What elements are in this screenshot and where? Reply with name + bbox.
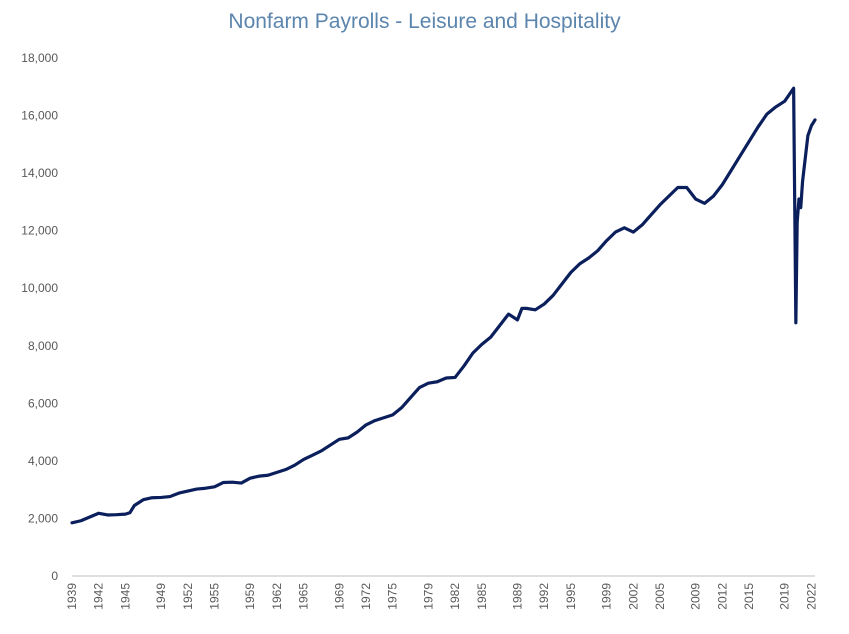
y-tick-label: 18,000 (21, 51, 58, 65)
x-tick-label: 1959 (243, 583, 257, 610)
x-tick-label: 1965 (297, 583, 311, 610)
x-tick-label: 1985 (475, 583, 489, 610)
x-tick-label: 1995 (564, 583, 578, 610)
y-tick-label: 8,000 (28, 339, 58, 353)
x-tick-label: 1945 (118, 583, 132, 610)
y-tick-label: 16,000 (21, 109, 58, 123)
x-tick-label: 1942 (92, 583, 106, 610)
x-tick-label: 1972 (359, 583, 373, 610)
x-tick-label: 1955 (208, 583, 222, 610)
x-tick-label: 1975 (386, 583, 400, 610)
y-tick-label: 0 (51, 569, 58, 583)
y-tick-label: 4,000 (28, 454, 58, 468)
x-tick-label: 1949 (154, 583, 168, 610)
series-line (70, 86, 817, 525)
x-tick-label: 1939 (65, 583, 79, 610)
chart-title: Nonfarm Payrolls - Leisure and Hospitali… (228, 10, 621, 33)
x-tick-label: 2015 (742, 583, 756, 610)
x-axis-tick-labels: 1939 1942 1945 1949 1952 1955 1959 1962 1965 1969… (65, 583, 818, 610)
x-tick-label: 2002 (626, 583, 640, 610)
x-tick-label: 2019 (778, 583, 792, 610)
x-tick-label: 1952 (181, 583, 195, 610)
x-tick-label: 1982 (448, 583, 462, 610)
y-tick-label: 10,000 (21, 281, 58, 295)
y-tick-label: 12,000 (21, 224, 58, 238)
series-layer (70, 86, 817, 525)
y-tick-label: 6,000 (28, 396, 58, 410)
y-tick-label: 2,000 (28, 511, 58, 525)
x-tick-label: 2012 (715, 583, 729, 610)
x-tick-label: 1999 (600, 583, 614, 610)
x-tick-label: 2022 (804, 583, 818, 610)
x-tick-label: 2009 (689, 583, 703, 610)
x-tick-label: 1979 (421, 583, 435, 610)
y-axis-tick-labels: 0 2,000 4,000 6,000 8,000 10,000 12,000 14,000 1… (21, 51, 58, 583)
x-tick-label: 1992 (537, 583, 551, 610)
x-tick-label: 1962 (270, 583, 284, 610)
x-tick-label: 2005 (653, 583, 667, 610)
x-tick-label: 1989 (510, 583, 524, 610)
x-tick-label: 1969 (332, 583, 346, 610)
y-tick-label: 14,000 (21, 166, 58, 180)
